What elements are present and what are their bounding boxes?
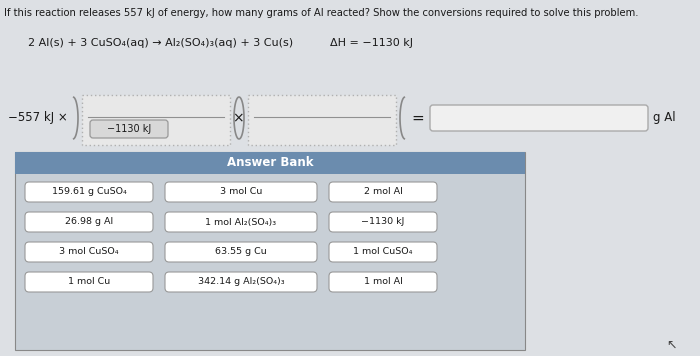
- Text: ΔH = −1130 kJ: ΔH = −1130 kJ: [330, 38, 413, 48]
- Text: 26.98 g Al: 26.98 g Al: [65, 218, 113, 226]
- FancyBboxPatch shape: [329, 242, 437, 262]
- Text: 1 mol Cu: 1 mol Cu: [68, 277, 110, 287]
- Text: 3 mol CuSO₄: 3 mol CuSO₄: [60, 247, 119, 257]
- Text: 1 mol Al₂(SO₄)₃: 1 mol Al₂(SO₄)₃: [205, 218, 276, 226]
- Bar: [82, 95, 230, 145]
- FancyBboxPatch shape: [25, 242, 153, 262]
- Text: 342.14 g Al₂(SO₄)₃: 342.14 g Al₂(SO₄)₃: [197, 277, 284, 287]
- FancyBboxPatch shape: [165, 242, 317, 262]
- Text: 3 mol Cu: 3 mol Cu: [220, 188, 262, 197]
- Text: 1 mol CuSO₄: 1 mol CuSO₄: [354, 247, 413, 257]
- Text: 1 mol Al: 1 mol Al: [363, 277, 402, 287]
- FancyBboxPatch shape: [165, 212, 317, 232]
- Text: −1130 kJ: −1130 kJ: [361, 218, 405, 226]
- Text: −557 kJ ×: −557 kJ ×: [8, 111, 68, 125]
- FancyBboxPatch shape: [329, 272, 437, 292]
- FancyBboxPatch shape: [25, 212, 153, 232]
- FancyBboxPatch shape: [25, 272, 153, 292]
- Bar: [15, 152, 525, 350]
- FancyBboxPatch shape: [329, 212, 437, 232]
- Text: 2 Al(s) + 3 CuSO₄(aq) → Al₂(SO₄)₃(aq) + 3 Cu(s): 2 Al(s) + 3 CuSO₄(aq) → Al₂(SO₄)₃(aq) + …: [28, 38, 293, 48]
- FancyBboxPatch shape: [25, 182, 153, 202]
- Text: 159.61 g CuSO₄: 159.61 g CuSO₄: [52, 188, 127, 197]
- Text: ↖: ↖: [666, 339, 678, 351]
- Text: ×: ×: [232, 111, 244, 125]
- FancyBboxPatch shape: [430, 105, 648, 131]
- Text: =: =: [412, 110, 424, 126]
- FancyBboxPatch shape: [165, 272, 317, 292]
- Bar: [15, 152, 525, 174]
- Text: 63.55 g Cu: 63.55 g Cu: [215, 247, 267, 257]
- Text: Answer Bank: Answer Bank: [227, 157, 314, 169]
- Bar: [248, 95, 396, 145]
- Text: If this reaction releases 557 kJ of energy, how many grams of Al reacted? Show t: If this reaction releases 557 kJ of ener…: [4, 8, 638, 18]
- FancyBboxPatch shape: [165, 182, 317, 202]
- Text: g Al: g Al: [653, 111, 676, 125]
- Text: 2 mol Al: 2 mol Al: [363, 188, 402, 197]
- FancyBboxPatch shape: [329, 182, 437, 202]
- Text: −1130 kJ: −1130 kJ: [107, 124, 151, 134]
- FancyBboxPatch shape: [90, 120, 168, 138]
